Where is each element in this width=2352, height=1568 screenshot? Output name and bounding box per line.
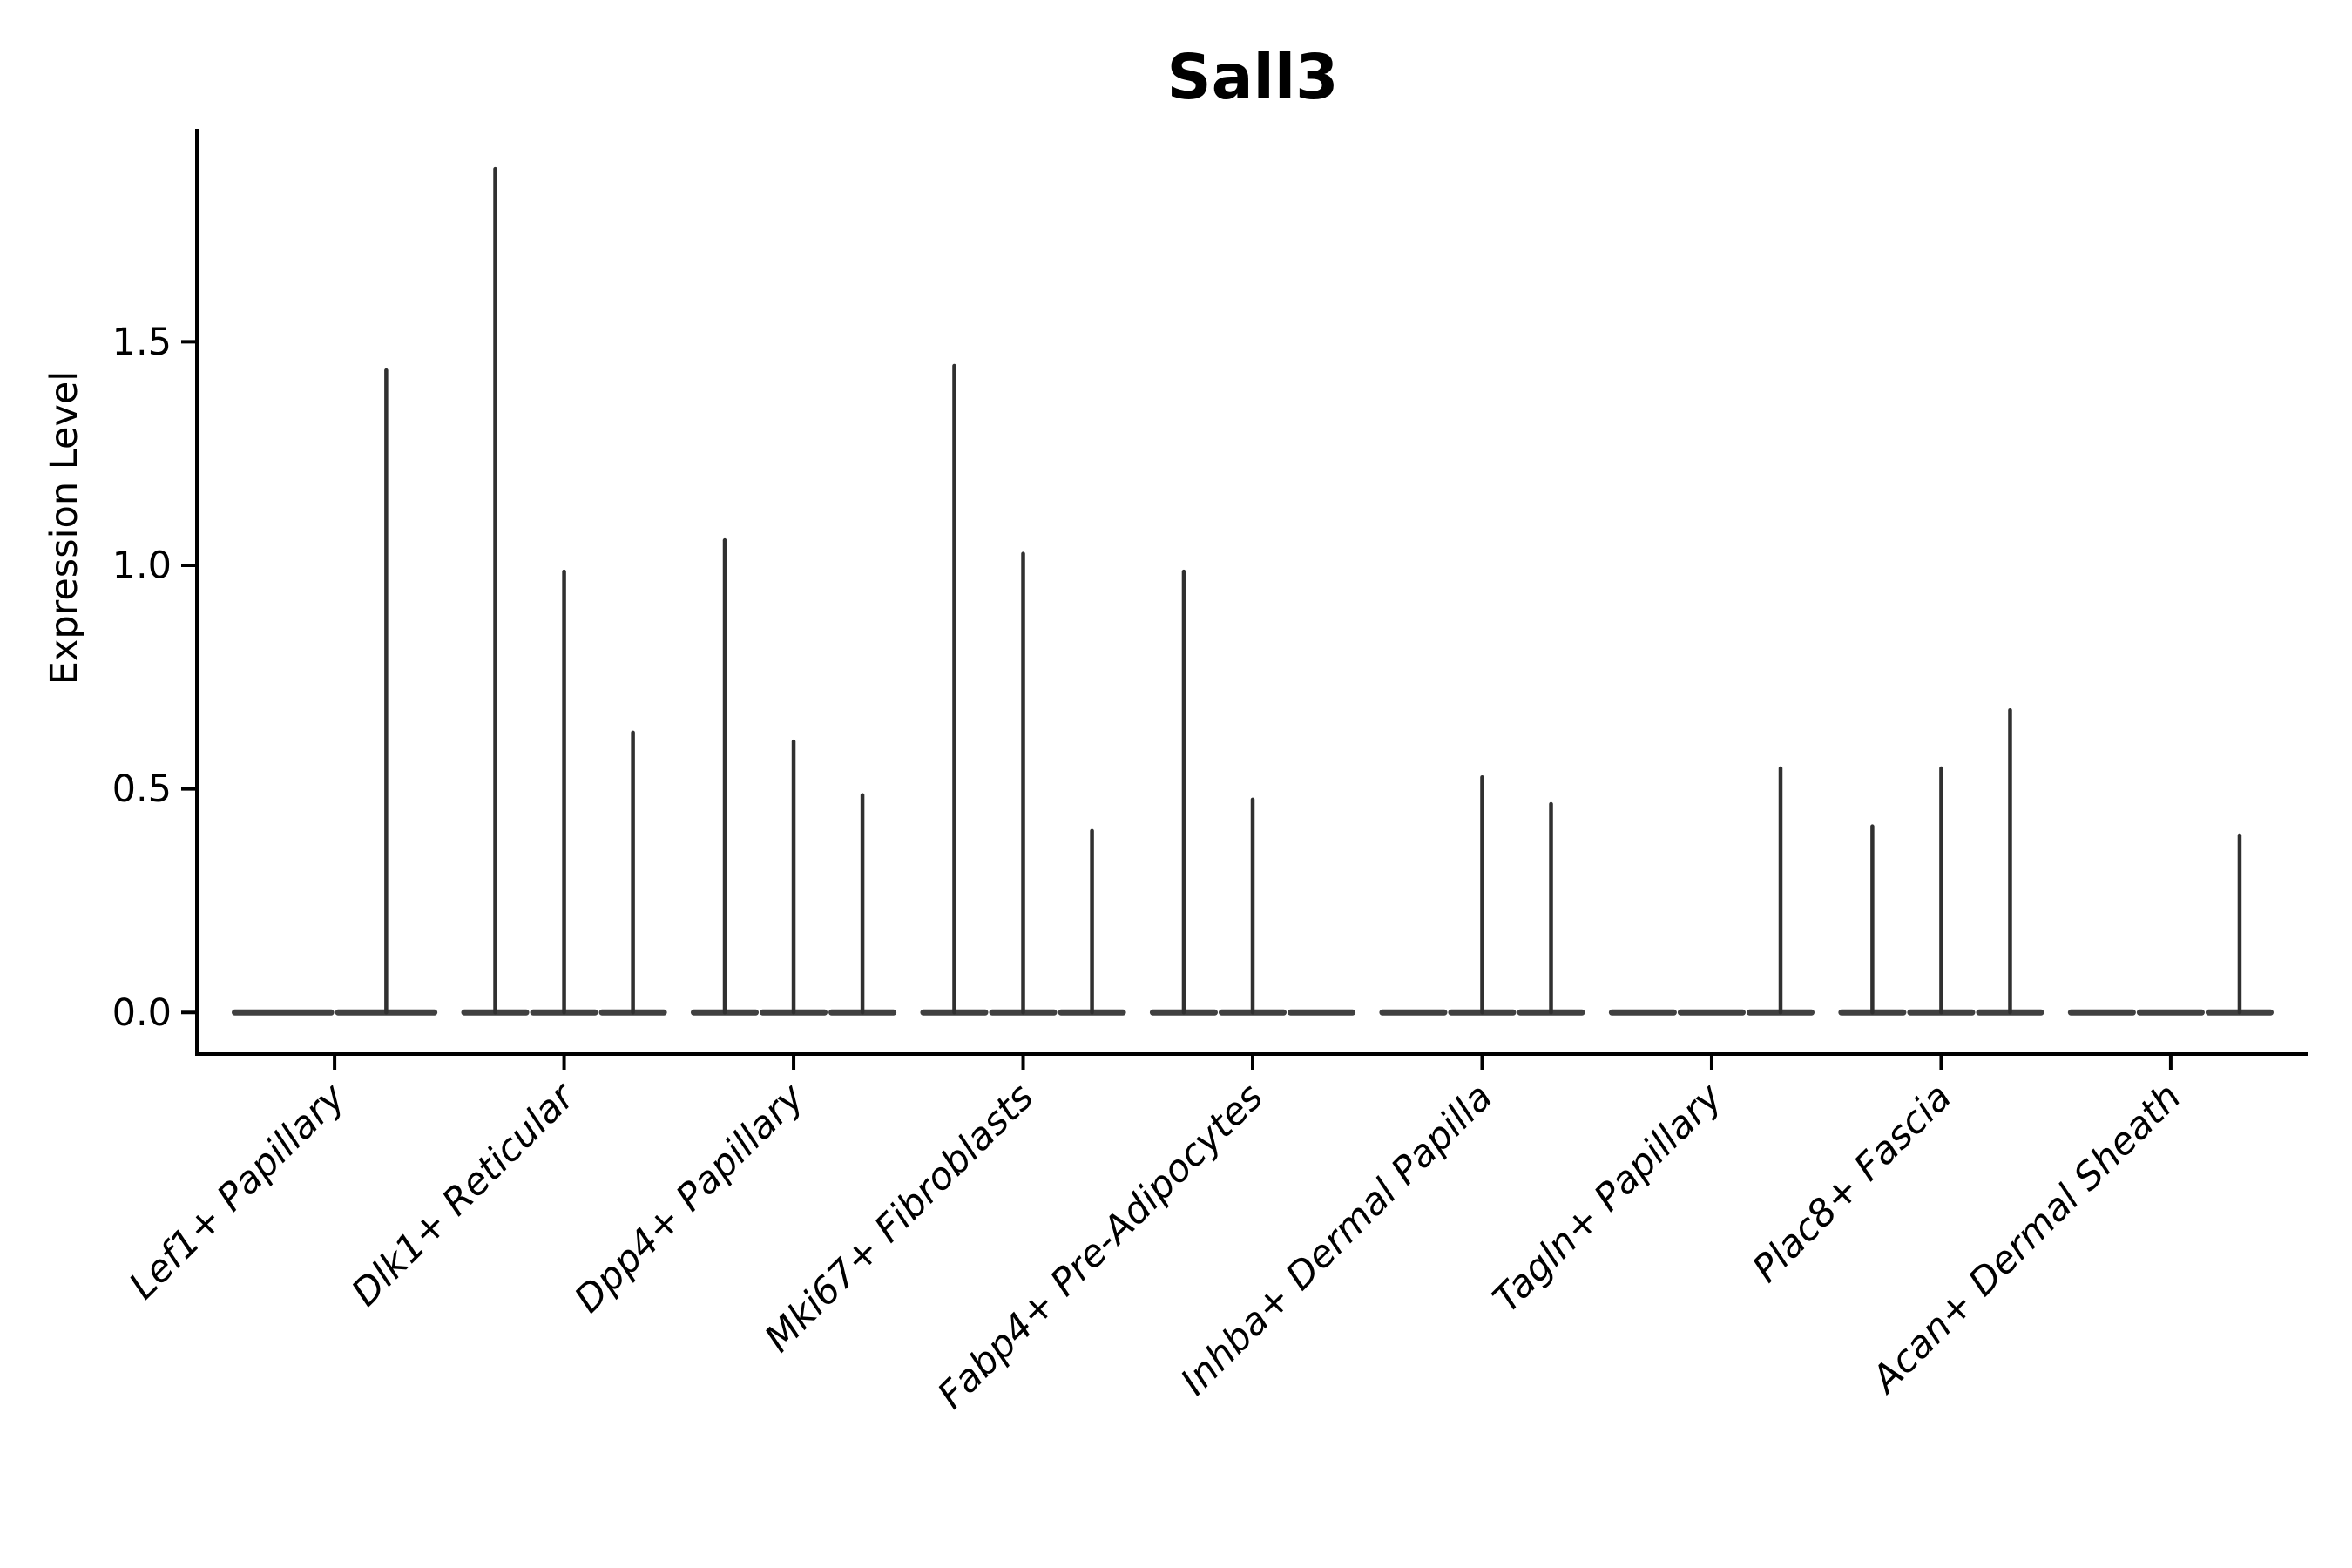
x-tick-label: Plac8+ Fascia <box>1744 1075 1960 1291</box>
y-tick-label: 1.5 <box>112 321 172 364</box>
y-tick-label: 1.0 <box>112 544 172 588</box>
y-tick-label: 0.0 <box>112 991 172 1035</box>
x-tick-label: Dlk1+ Reticular <box>343 1074 585 1315</box>
x-tick-label: Tagln+ Papillary <box>1484 1075 1731 1321</box>
chart-title: Sall3 <box>1166 41 1338 113</box>
violin-layer <box>232 166 2274 1016</box>
y-tick-label: 0.5 <box>112 767 172 811</box>
axes-layer: 0.0 0.5 1.0 1.5 <box>112 129 2308 1070</box>
x-tick-label: Lef1+ Papillary <box>121 1075 354 1308</box>
x-tick-label: Dpp4+ Papillary <box>566 1075 813 1321</box>
y-axis-label: Expression Level <box>43 371 86 686</box>
